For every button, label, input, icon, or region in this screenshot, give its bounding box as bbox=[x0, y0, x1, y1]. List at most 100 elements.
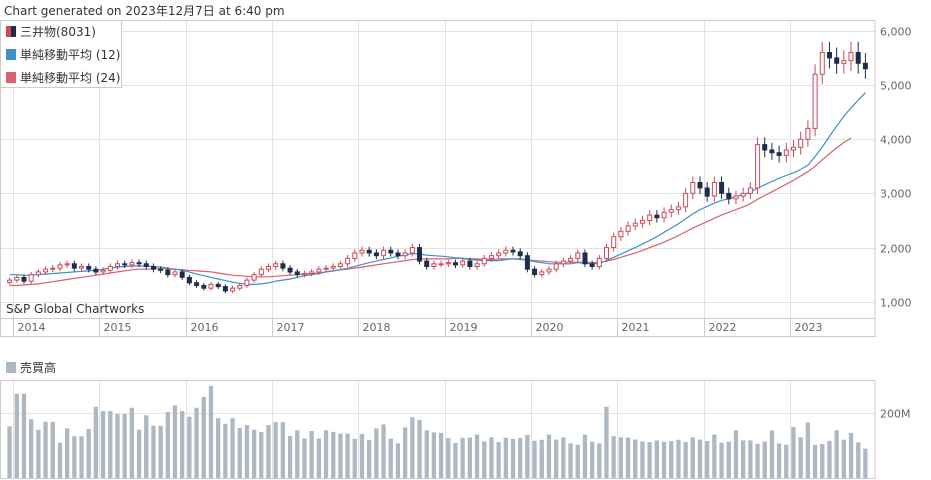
candle bbox=[266, 263, 271, 273]
volume-bar bbox=[848, 432, 854, 478]
price-legend[interactable]: 三井物(8031) 単純移動平均 (12) 単純移動平均 (24) bbox=[0, 20, 122, 88]
candle bbox=[251, 271, 257, 283]
candle-body bbox=[373, 252, 379, 257]
candle-body bbox=[417, 247, 422, 262]
candle-body bbox=[539, 271, 545, 276]
candle bbox=[402, 249, 408, 260]
candlestick-series bbox=[7, 41, 868, 294]
candle bbox=[489, 252, 494, 262]
candle bbox=[683, 187, 689, 213]
candle bbox=[819, 41, 825, 85]
volume-bar bbox=[582, 434, 588, 478]
sma-24-line bbox=[9, 137, 852, 287]
candle bbox=[834, 47, 840, 74]
candle-body bbox=[524, 255, 530, 270]
candle bbox=[35, 269, 41, 278]
x-tick-label: 2023 bbox=[795, 321, 823, 334]
legend-item[interactable]: 単純移動平均 (12) bbox=[6, 48, 120, 62]
candle bbox=[158, 266, 164, 274]
volume-bar bbox=[712, 434, 717, 478]
candle-body bbox=[798, 138, 804, 148]
candle bbox=[675, 201, 681, 215]
candle bbox=[165, 267, 171, 278]
candle bbox=[417, 243, 422, 265]
candle bbox=[805, 120, 811, 147]
volume-bar bbox=[403, 427, 408, 478]
x-axis-band bbox=[0, 318, 876, 337]
volume-bar bbox=[367, 440, 372, 478]
candle-body bbox=[560, 260, 566, 265]
candle-body bbox=[834, 57, 840, 64]
volume-bar bbox=[784, 444, 789, 478]
volume-bar bbox=[834, 430, 839, 478]
candle bbox=[136, 259, 142, 268]
candle bbox=[539, 269, 545, 278]
candle bbox=[14, 274, 20, 283]
candle-body bbox=[115, 263, 120, 267]
candle bbox=[604, 243, 609, 262]
price-frame-rect bbox=[0, 20, 876, 319]
volume-bar bbox=[50, 421, 55, 478]
candle-body bbox=[79, 266, 84, 269]
volume-bar bbox=[762, 441, 767, 478]
volume-bar bbox=[525, 434, 530, 478]
candle bbox=[733, 190, 739, 205]
volume-bar bbox=[187, 416, 192, 478]
candle bbox=[438, 260, 444, 268]
candle bbox=[726, 187, 732, 205]
candle-body bbox=[726, 192, 732, 200]
candle bbox=[222, 284, 228, 294]
candle-body bbox=[582, 252, 588, 265]
volume-bar bbox=[546, 434, 552, 478]
volume-grid bbox=[0, 380, 875, 478]
x-tick-label: 2016 bbox=[191, 321, 219, 334]
legend-item[interactable]: 三井物(8031) bbox=[6, 25, 96, 39]
volume-legend[interactable]: 売買高 bbox=[6, 360, 56, 375]
volume-bar bbox=[374, 428, 379, 478]
candle-body bbox=[431, 263, 437, 267]
volume-bar bbox=[453, 443, 458, 478]
candle-body bbox=[453, 262, 458, 266]
volume-bar bbox=[201, 397, 206, 478]
candle-body bbox=[345, 257, 351, 265]
y-tick-label: 6,000 bbox=[880, 26, 912, 39]
candle bbox=[690, 176, 696, 200]
volume-bar bbox=[755, 443, 760, 478]
candle bbox=[625, 221, 631, 236]
volume-bar bbox=[223, 423, 228, 478]
candle-body bbox=[280, 263, 286, 269]
volume-bar bbox=[791, 427, 796, 478]
candle-body bbox=[258, 268, 264, 276]
volume-bar bbox=[259, 431, 264, 478]
candle bbox=[474, 260, 480, 270]
candle-body bbox=[762, 144, 768, 151]
candle bbox=[273, 260, 279, 270]
volume-bar bbox=[151, 425, 156, 478]
volume-bar bbox=[115, 414, 120, 478]
volume-bar bbox=[827, 440, 832, 478]
candle bbox=[711, 176, 717, 202]
candle-body bbox=[596, 257, 602, 267]
candle-body bbox=[589, 263, 595, 267]
candle-body bbox=[604, 247, 609, 259]
volume-bar bbox=[345, 433, 350, 478]
candle-body bbox=[532, 268, 538, 276]
candle-body bbox=[316, 268, 322, 273]
volume-bar bbox=[122, 414, 127, 478]
volume-bar bbox=[856, 442, 861, 478]
volume-bar bbox=[424, 430, 429, 478]
candle-body bbox=[129, 262, 135, 266]
candle bbox=[366, 246, 372, 257]
candle bbox=[740, 187, 746, 202]
candle bbox=[7, 277, 13, 285]
volume-bar bbox=[230, 418, 235, 478]
y-tick-label: 5,000 bbox=[880, 80, 912, 93]
candle-body bbox=[64, 263, 70, 266]
candle bbox=[668, 204, 674, 218]
legend-item[interactable]: 単純移動平均 (24) bbox=[6, 71, 120, 85]
candle bbox=[755, 137, 761, 194]
volume-bar bbox=[359, 433, 365, 478]
candle-body bbox=[395, 252, 401, 257]
volume-bar bbox=[309, 431, 314, 478]
